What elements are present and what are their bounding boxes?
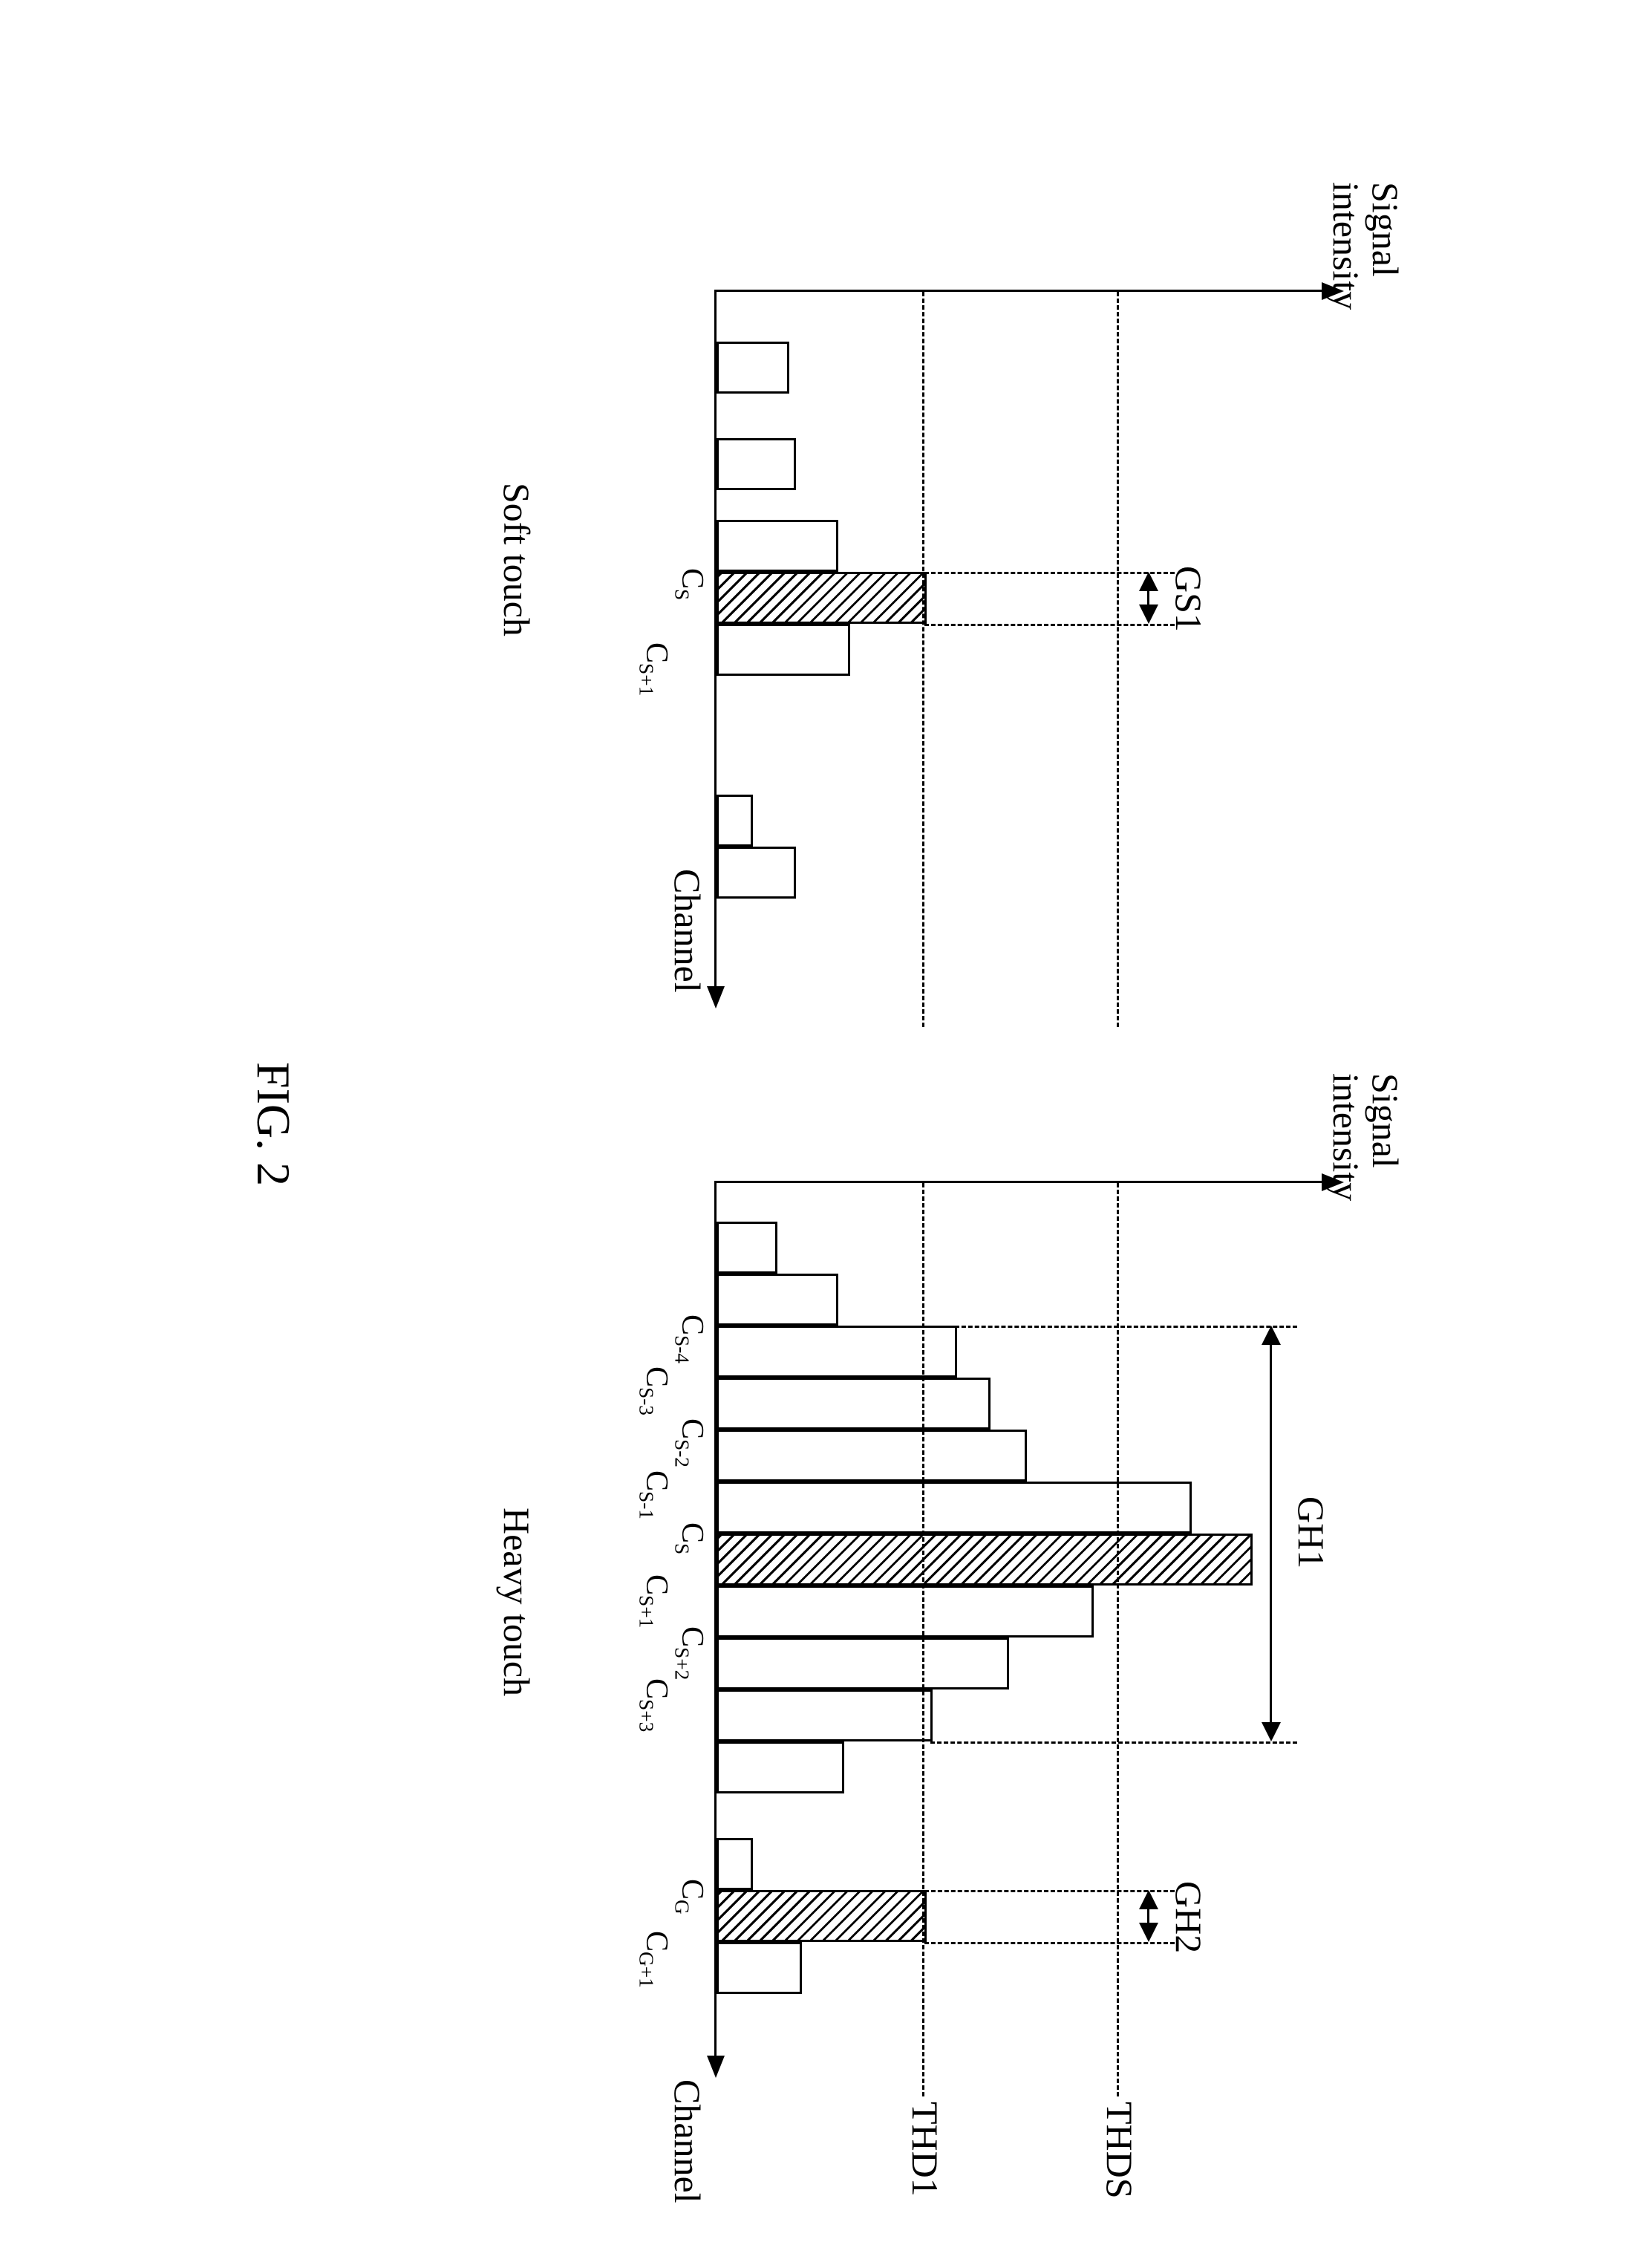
y-axis-label-line1: Signal [1365, 1073, 1406, 1168]
x-axis-arrow-icon [707, 2056, 725, 2078]
figure-label: FIG. 2 [249, 1062, 298, 1186]
gs1-label: GS1 [1169, 566, 1209, 632]
thd1-line [922, 292, 924, 1027]
channel-tick: CS+2 [671, 1626, 708, 1680]
bar [717, 1534, 1253, 1586]
bar [717, 1222, 777, 1274]
channel-tick: CS [671, 568, 708, 600]
y-axis-label-line1: Signal [1365, 182, 1406, 277]
channel-tick: CS+3 [636, 1678, 673, 1732]
bar [717, 1326, 957, 1378]
gh1-extent-line [955, 1326, 1297, 1328]
y-axis [714, 290, 1323, 292]
bar [717, 1838, 753, 1890]
soft-touch-chart [714, 290, 1323, 988]
thd1-label: THD1 [906, 2102, 945, 2197]
bar [717, 1689, 933, 1741]
figure-canvas: Signal intensity Channel Soft touch Sign… [0, 0, 1635, 2268]
heavy-touch-chart [714, 1181, 1323, 2057]
x-axis-arrow-icon [707, 986, 725, 1008]
gh1-extent-line [930, 1741, 1297, 1744]
bar [717, 847, 796, 899]
bar [717, 795, 753, 847]
thds-label: THDS [1100, 2102, 1140, 2199]
gh2-dimension-arrow [1138, 1890, 1160, 1942]
thds-line [1117, 1183, 1119, 2096]
bar [717, 624, 850, 676]
gh2-extent-line [924, 1942, 1175, 1944]
bar [717, 1741, 844, 1793]
y-axis-label: Signal intensity [1327, 182, 1405, 310]
heavy-caption: Heavy touch [497, 1508, 537, 1696]
bar [717, 438, 796, 490]
channel-tick: CS-1 [636, 1470, 673, 1519]
bar [717, 520, 838, 572]
bar [717, 1430, 1027, 1482]
y-axis-label: Signal intensity [1327, 1073, 1405, 1201]
gs1-dimension-arrow [1138, 572, 1160, 624]
x-axis-label: Channel [668, 2079, 708, 2203]
y-axis-label-line2: intensity [1326, 182, 1368, 310]
gs1-extent-line [924, 624, 1175, 626]
y-axis-label-line2: intensity [1326, 1073, 1368, 1201]
channel-tick: CS+1 [636, 642, 673, 696]
gh1-dimension-arrow [1260, 1326, 1282, 1741]
gh2-label: GH2 [1169, 1881, 1209, 1953]
bar [717, 1586, 1094, 1638]
gh1-label: GH1 [1292, 1496, 1331, 1568]
channel-tick: CS-2 [671, 1418, 708, 1467]
channel-tick: CS+1 [636, 1574, 673, 1628]
channel-tick: CS [671, 1522, 708, 1554]
soft-caption: Soft touch [497, 483, 537, 636]
channel-tick: CG+1 [636, 1931, 673, 1988]
bar [717, 1482, 1192, 1534]
bar [717, 1890, 927, 1942]
x-axis-label: Channel [668, 869, 708, 993]
channel-tick: CS-4 [671, 1314, 708, 1363]
bar [717, 342, 789, 394]
bar [717, 1274, 838, 1326]
channel-tick: CG [671, 1879, 708, 1915]
bar [717, 572, 927, 624]
thds-line [1117, 292, 1119, 1027]
bar [717, 1378, 991, 1430]
thd1-line [922, 1183, 924, 2096]
channel-tick: CS-3 [636, 1366, 673, 1415]
bar [717, 1638, 1009, 1689]
y-axis [714, 1181, 1323, 1183]
bar [717, 1942, 802, 1994]
